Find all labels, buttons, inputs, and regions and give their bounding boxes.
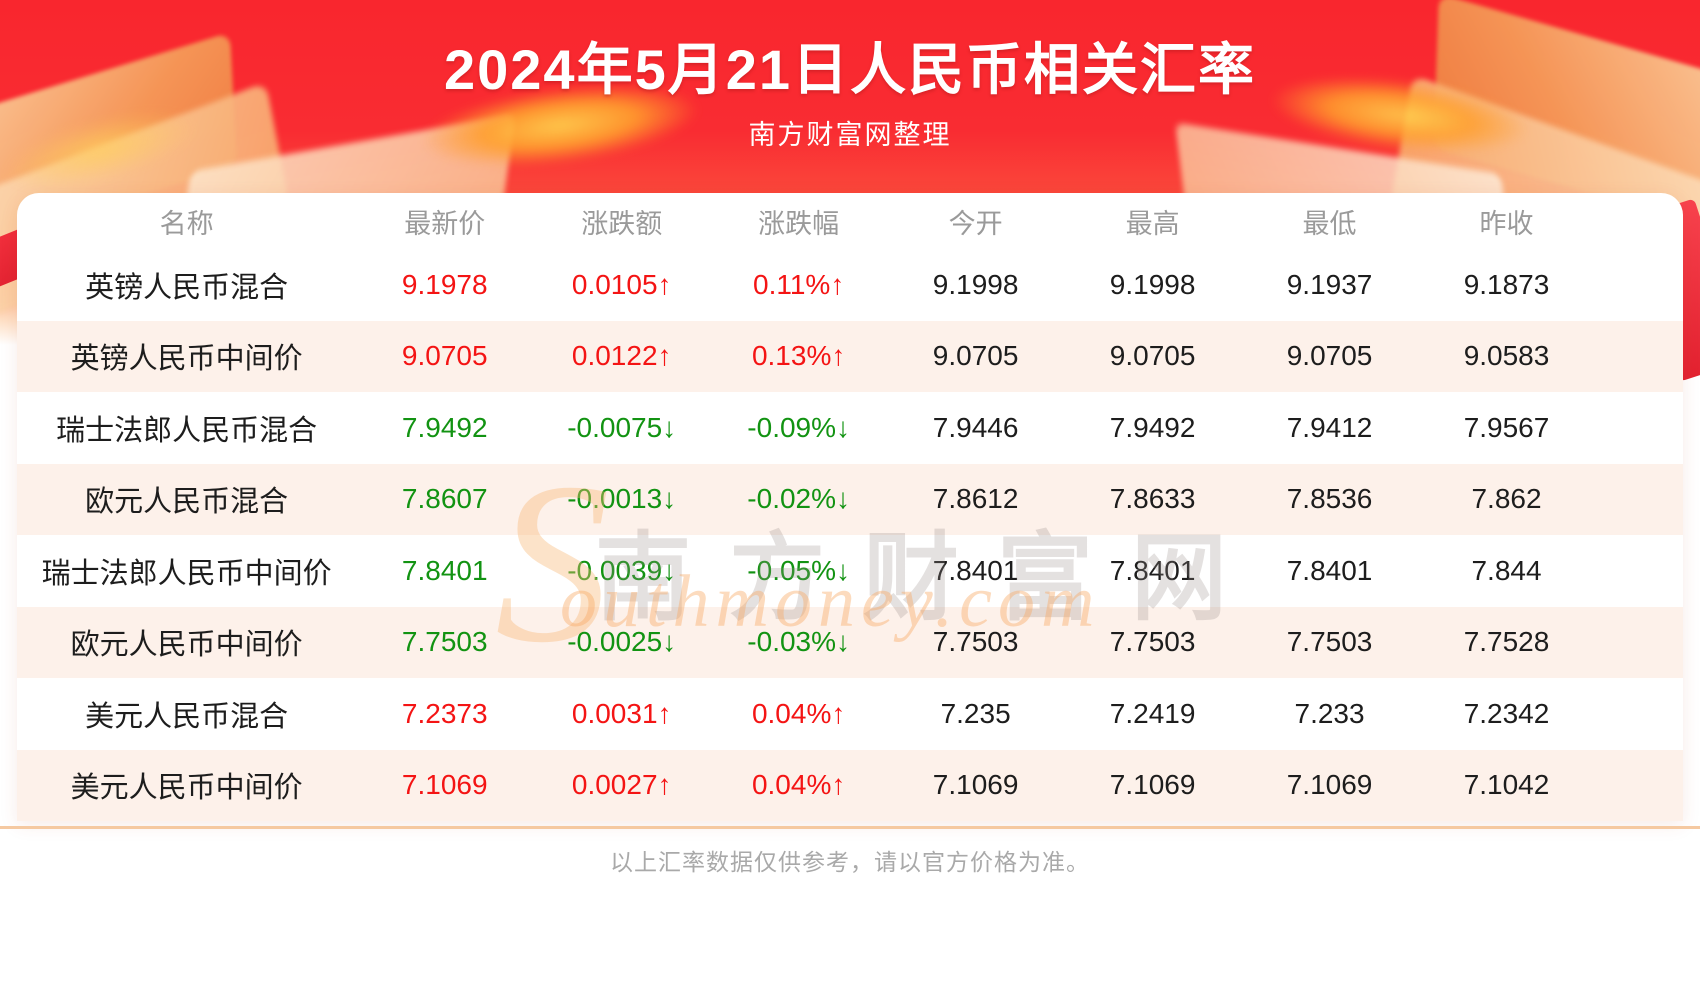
row-change-pct: -0.02%↓ bbox=[747, 483, 851, 515]
table-row: 瑞士法郎人民币混合 7.9492 -0.0075↓ -0.09%↓ 7.9446… bbox=[17, 392, 1683, 464]
row-name: 瑞士法郎人民币混合 bbox=[56, 414, 318, 447]
exchange-rate-table-card: 名称 最新价 涨跌额 涨跌幅 今开 最高 最低 昨收 英镑人民币混合 9.197… bbox=[17, 193, 1683, 821]
row-prev-close: 9.0583 bbox=[1463, 340, 1550, 372]
row-latest: 7.7503 bbox=[401, 626, 488, 658]
row-change-pct: -0.03%↓ bbox=[747, 626, 851, 658]
row-open: 9.1998 bbox=[932, 268, 1019, 300]
row-latest: 7.1069 bbox=[401, 769, 488, 801]
row-latest: 7.8401 bbox=[401, 554, 488, 586]
row-change: -0.0039↓ bbox=[567, 554, 677, 586]
row-name: 英镑人民币中间价 bbox=[70, 343, 303, 376]
row-prev-close: 7.844 bbox=[1471, 554, 1542, 586]
table-row: 欧元人民币混合 7.8607 -0.0013↓ -0.02%↓ 7.8612 7… bbox=[17, 463, 1683, 535]
row-high: 7.8401 bbox=[1109, 554, 1196, 586]
footer-divider bbox=[0, 826, 1700, 829]
row-change: 0.0122↑ bbox=[571, 340, 672, 372]
row-latest: 9.0705 bbox=[401, 340, 488, 372]
page-subtitle: 南方财富网整理 bbox=[748, 120, 952, 150]
row-prev-close: 7.862 bbox=[1471, 483, 1542, 515]
row-latest: 7.9492 bbox=[401, 411, 488, 443]
row-open: 7.235 bbox=[940, 697, 1011, 729]
column-header-high: 最高 bbox=[1125, 208, 1180, 239]
row-prev-close: 7.2342 bbox=[1463, 697, 1550, 729]
row-high: 9.0705 bbox=[1109, 340, 1196, 372]
row-name: 欧元人民币中间价 bbox=[70, 629, 303, 662]
row-latest: 7.8607 bbox=[401, 483, 488, 515]
row-high: 7.2419 bbox=[1109, 697, 1196, 729]
row-prev-close: 7.1042 bbox=[1463, 769, 1550, 801]
table-header-row: 名称 最新价 涨跌额 涨跌幅 今开 最高 最低 昨收 bbox=[17, 193, 1683, 249]
row-change: 0.0027↑ bbox=[571, 769, 672, 801]
table-row: 美元人民币混合 7.2373 0.0031↑ 0.04%↑ 7.235 7.24… bbox=[17, 678, 1683, 750]
row-high: 7.1069 bbox=[1109, 769, 1196, 801]
row-change: 0.0031↑ bbox=[571, 697, 672, 729]
row-open: 7.9446 bbox=[932, 411, 1019, 443]
row-change-pct: -0.05%↓ bbox=[747, 554, 851, 586]
row-change-pct: 0.04%↑ bbox=[751, 769, 846, 801]
column-header-prev-close: 昨收 bbox=[1479, 208, 1534, 239]
row-change: -0.0013↓ bbox=[567, 483, 677, 515]
row-change: -0.0075↓ bbox=[567, 411, 677, 443]
table-row: 英镑人民币中间价 9.0705 0.0122↑ 0.13%↑ 9.0705 9.… bbox=[17, 320, 1683, 392]
row-high: 7.7503 bbox=[1109, 626, 1196, 658]
column-header-latest: 最新价 bbox=[404, 208, 486, 239]
row-low: 7.1069 bbox=[1286, 769, 1373, 801]
row-high: 9.1998 bbox=[1109, 268, 1196, 300]
column-header-name: 名称 bbox=[159, 208, 214, 239]
row-change-pct: 0.13%↑ bbox=[751, 340, 846, 372]
table-row: 欧元人民币中间价 7.7503 -0.0025↓ -0.03%↓ 7.7503 … bbox=[17, 606, 1683, 678]
row-low: 9.0705 bbox=[1286, 340, 1373, 372]
page-title: 2024年5月21日人民币相关汇率 bbox=[443, 38, 1256, 101]
row-name: 欧元人民币混合 bbox=[85, 486, 289, 519]
row-open: 7.8612 bbox=[932, 483, 1019, 515]
table-row: 英镑人民币混合 9.1978 0.0105↑ 0.11%↑ 9.1998 9.1… bbox=[17, 249, 1683, 321]
column-header-open: 今开 bbox=[948, 208, 1003, 239]
row-open: 7.8401 bbox=[932, 554, 1019, 586]
row-low: 7.7503 bbox=[1286, 626, 1373, 658]
row-open: 7.7503 bbox=[932, 626, 1019, 658]
footer-disclaimer: 以上汇率数据仅供参考，请以官方价格为准。 bbox=[610, 849, 1090, 875]
row-low: 7.8536 bbox=[1286, 483, 1373, 515]
row-latest: 9.1978 bbox=[401, 268, 488, 300]
row-low: 7.9412 bbox=[1286, 411, 1373, 443]
row-change-pct: -0.09%↓ bbox=[747, 411, 851, 443]
row-prev-close: 9.1873 bbox=[1463, 268, 1550, 300]
row-name: 瑞士法郎人民币中间价 bbox=[41, 557, 332, 590]
row-high: 7.9492 bbox=[1109, 411, 1196, 443]
row-change: -0.0025↓ bbox=[567, 626, 677, 658]
table-row: 美元人民币中间价 7.1069 0.0027↑ 0.04%↑ 7.1069 7.… bbox=[17, 749, 1683, 821]
row-change-pct: 0.04%↑ bbox=[751, 697, 846, 729]
row-prev-close: 7.9567 bbox=[1463, 411, 1550, 443]
row-name: 美元人民币中间价 bbox=[70, 772, 303, 805]
row-open: 7.1069 bbox=[932, 769, 1019, 801]
column-header-low: 最低 bbox=[1302, 208, 1357, 239]
row-low: 7.233 bbox=[1294, 697, 1365, 729]
row-prev-close: 7.7528 bbox=[1463, 626, 1550, 658]
row-open: 9.0705 bbox=[932, 340, 1019, 372]
row-change-pct: 0.11%↑ bbox=[753, 268, 845, 300]
row-high: 7.8633 bbox=[1109, 483, 1196, 515]
column-header-change-pct: 涨跌幅 bbox=[758, 208, 840, 239]
table-row: 瑞士法郎人民币中间价 7.8401 -0.0039↓ -0.05%↓ 7.840… bbox=[17, 535, 1683, 607]
row-low: 7.8401 bbox=[1286, 554, 1373, 586]
row-name: 美元人民币混合 bbox=[85, 700, 289, 733]
column-header-change: 涨跌额 bbox=[581, 208, 663, 239]
row-latest: 7.2373 bbox=[401, 697, 488, 729]
row-low: 9.1937 bbox=[1286, 268, 1373, 300]
row-name: 英镑人民币混合 bbox=[85, 271, 289, 304]
row-change: 0.0105↑ bbox=[571, 268, 672, 300]
